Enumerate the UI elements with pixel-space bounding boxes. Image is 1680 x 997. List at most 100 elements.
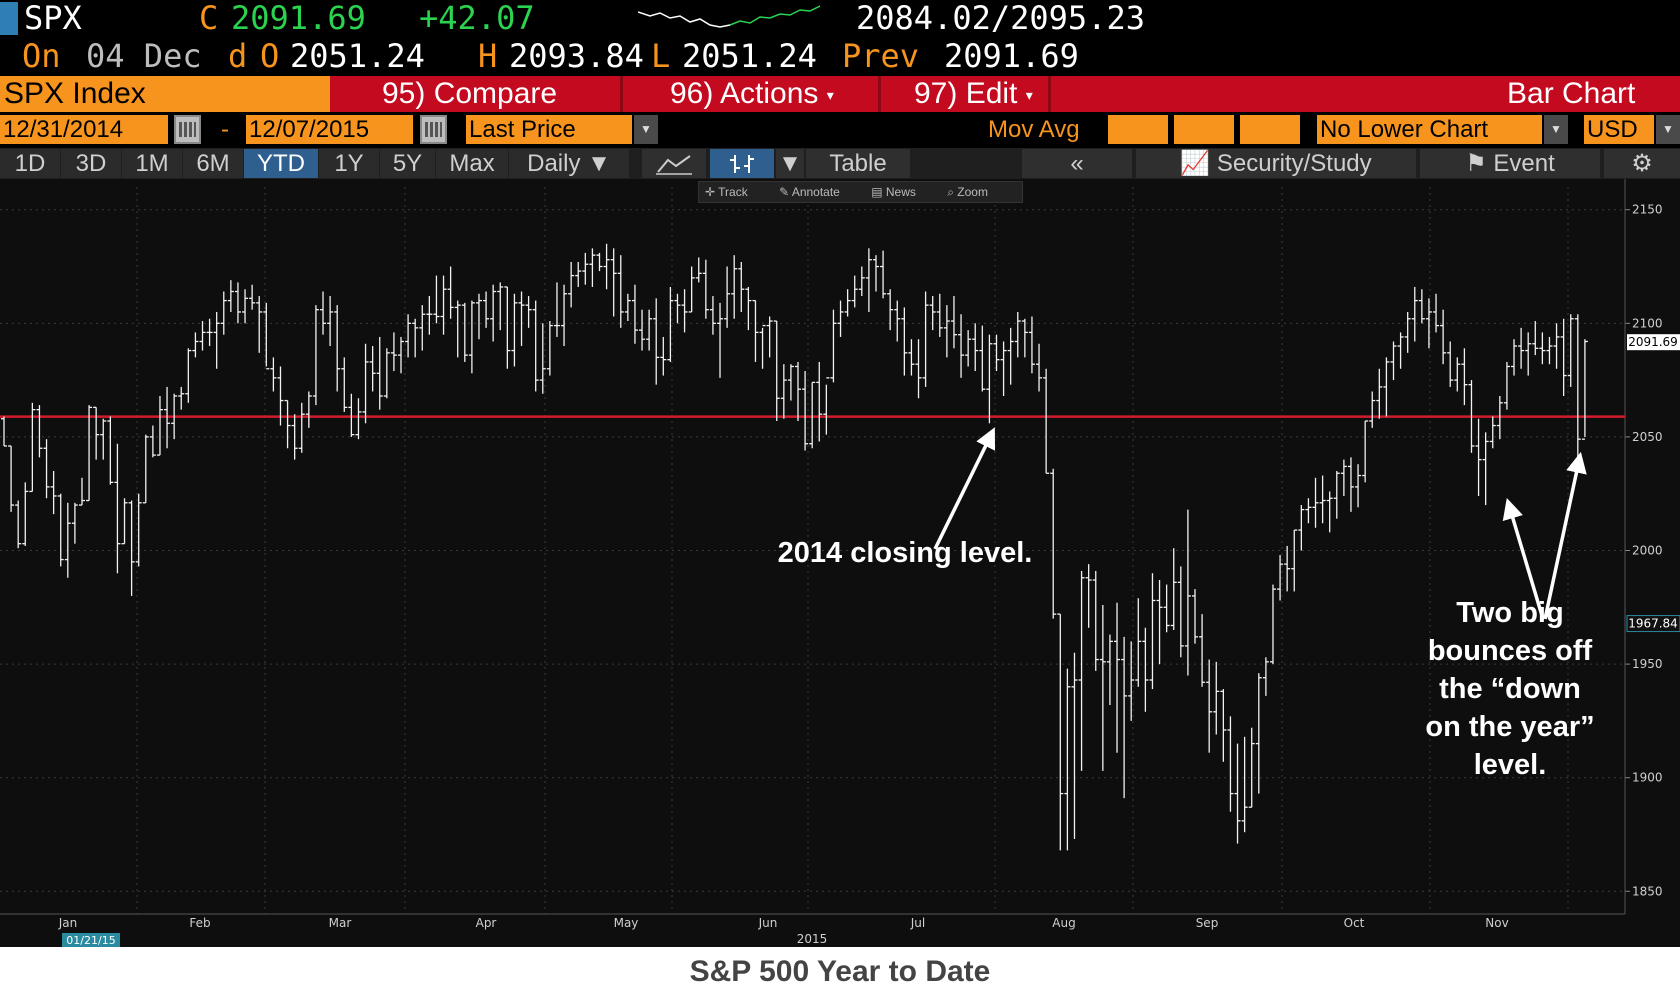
start-date-field[interactable]: 12/31/2014 xyxy=(0,115,168,144)
ohlc-bar xyxy=(631,284,638,344)
x-tick-label: Jan xyxy=(58,916,78,930)
ohlc-bar xyxy=(695,257,702,283)
ohlc-bar xyxy=(475,293,482,340)
ohlc-bar xyxy=(915,339,922,399)
x-year-label: 2015 xyxy=(797,932,828,946)
ohlc-bar xyxy=(582,252,589,285)
ohlc-bar xyxy=(1411,286,1418,342)
period-1y[interactable]: 1Y xyxy=(319,149,379,178)
ohlc-bar xyxy=(312,305,319,406)
mov-avg-label: Mov Avg xyxy=(988,116,1080,143)
currency-select[interactable]: USD xyxy=(1584,115,1654,144)
x-tick-label: Mar xyxy=(329,916,352,930)
ohlc-bar xyxy=(234,282,241,324)
period-1d[interactable]: 1D xyxy=(0,149,60,178)
ticker[interactable]: SPX xyxy=(24,0,82,37)
line-chart-icon[interactable] xyxy=(642,149,706,178)
ohlc-bar xyxy=(1347,457,1354,512)
ohlc-bar xyxy=(1099,605,1106,771)
table-button[interactable]: Table xyxy=(806,149,910,178)
ohlc-bar xyxy=(1206,659,1213,753)
ohlc-bar xyxy=(78,477,85,506)
period-1m[interactable]: 1M xyxy=(122,149,182,178)
security-study-button[interactable]: 📈 Security/Study xyxy=(1136,149,1416,178)
ohlc-bar xyxy=(1156,580,1163,665)
cursor-date-tag-bg xyxy=(62,933,120,947)
chart-style-dropdown-icon[interactable]: ▼ xyxy=(776,149,804,178)
ohlc-bar xyxy=(298,402,305,453)
period-max[interactable]: Max xyxy=(436,149,508,178)
y-tick-label: 2000 xyxy=(1632,544,1663,558)
open-label: O xyxy=(260,37,280,75)
collapse-button[interactable]: « xyxy=(1022,149,1132,178)
ohlc-bar xyxy=(8,445,15,512)
ohlc-bar xyxy=(1532,321,1539,356)
annotate-tool[interactable]: ✎ Annotate xyxy=(779,185,840,199)
end-calendar-icon[interactable] xyxy=(420,115,447,144)
ohlc-bar xyxy=(490,284,497,342)
price-field-dropdown-icon[interactable]: ▼ xyxy=(634,115,658,144)
ohlc-bar xyxy=(1163,584,1170,633)
security-study-label: Security/Study xyxy=(1216,150,1372,177)
price-chart[interactable]: 1850 1900 1950 2000 2050 2100 2150 Jan Feb Mar Apr… xyxy=(0,179,1680,947)
actions-button[interactable]: 96) Actions ▾ xyxy=(670,76,834,112)
actions-dropdown-icon: ▾ xyxy=(826,87,834,104)
frequency-select[interactable]: Daily ▼ xyxy=(509,149,629,178)
ohlc-bar xyxy=(830,309,837,383)
zoom-label: Zoom xyxy=(957,185,988,199)
period-5y[interactable]: 5Y xyxy=(380,149,435,178)
ohlc-bar xyxy=(1213,661,1220,735)
ohlc-bar xyxy=(624,293,631,322)
track-tool[interactable]: ✛ Track xyxy=(705,185,748,199)
ohlc-bar xyxy=(390,332,397,372)
low-value: 2051.24 xyxy=(682,37,817,75)
ohlc-bar xyxy=(1064,668,1071,851)
ohlc-bar xyxy=(561,284,568,347)
start-calendar-icon[interactable] xyxy=(174,115,201,144)
ohlc-bar xyxy=(93,406,100,460)
end-date-field[interactable]: 12/07/2015 xyxy=(246,115,413,144)
mov-avg-field-3[interactable] xyxy=(1240,115,1300,144)
ohlc-bar xyxy=(1177,566,1184,658)
gear-icon[interactable]: ⚙ xyxy=(1604,149,1680,178)
ohlc-bar xyxy=(1199,614,1206,687)
ohlc-bar xyxy=(872,255,879,292)
ohlc-bar xyxy=(539,323,546,394)
ohlc-bar xyxy=(1383,357,1390,417)
mov-avg-field-2[interactable] xyxy=(1174,115,1234,144)
price-field-select[interactable]: Last Price xyxy=(466,115,632,144)
ticker-marker xyxy=(0,2,18,35)
ohlc-bar xyxy=(837,300,844,337)
bid-ask: 2084.02/2095.23 xyxy=(856,0,1145,37)
ohlc-bar xyxy=(1,416,7,447)
lower-chart-select[interactable]: No Lower Chart xyxy=(1317,115,1542,144)
actions-label: 96) Actions xyxy=(670,77,819,110)
bar-chart-icon[interactable] xyxy=(710,149,774,178)
news-tool[interactable]: ▤ News xyxy=(871,185,916,199)
lower-chart-dropdown-icon[interactable]: ▼ xyxy=(1544,115,1568,144)
security-name[interactable]: SPX Index xyxy=(0,76,330,112)
ohlc-bar xyxy=(1319,475,1326,524)
event-button[interactable]: ⚑ Event xyxy=(1420,149,1600,178)
mov-avg-field-1[interactable] xyxy=(1108,115,1168,144)
period-ytd[interactable]: YTD xyxy=(244,149,318,178)
ohlc-bar xyxy=(1043,368,1050,474)
ohlc-bar xyxy=(823,377,830,435)
ohlc-bar xyxy=(1220,689,1227,762)
ohlc-bar xyxy=(327,296,334,347)
ohlc-bar xyxy=(213,311,220,369)
last-label: C xyxy=(199,0,219,37)
ohlc-bar xyxy=(334,305,341,392)
ohlc-bar xyxy=(57,493,64,567)
zoom-tool[interactable]: ⌕ Zoom xyxy=(947,185,988,199)
ohlc-bar xyxy=(270,357,277,392)
period-3d[interactable]: 3D xyxy=(61,149,121,178)
ohlc-bar xyxy=(1057,613,1064,851)
ohlc-bar xyxy=(738,261,745,312)
currency-dropdown-icon[interactable]: ▼ xyxy=(1656,115,1680,144)
compare-button[interactable]: 95) Compare xyxy=(382,77,558,110)
edit-button[interactable]: 97) Edit ▾ xyxy=(914,76,1033,112)
period-6m[interactable]: 6M xyxy=(183,149,243,178)
ohlc-bar xyxy=(43,439,50,499)
chart-area[interactable]: 1850 1900 1950 2000 2050 2100 2150 Jan Feb Mar Apr… xyxy=(0,179,1680,947)
